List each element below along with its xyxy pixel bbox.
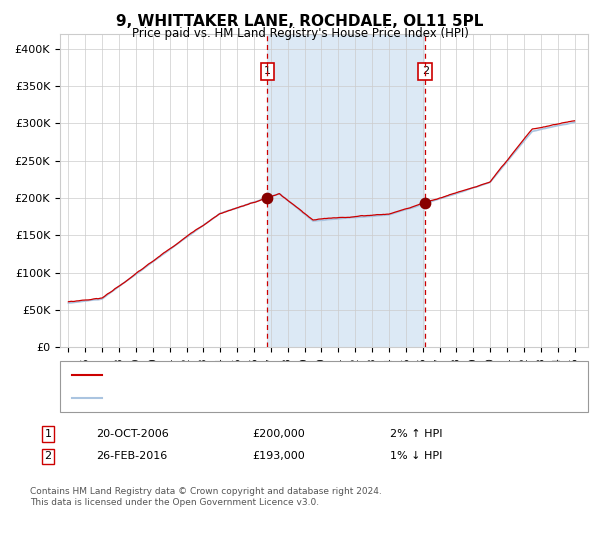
Text: 2: 2: [44, 451, 52, 461]
Text: Price paid vs. HM Land Registry's House Price Index (HPI): Price paid vs. HM Land Registry's House …: [131, 27, 469, 40]
Text: £200,000: £200,000: [252, 429, 305, 439]
Text: 9, WHITTAKER LANE, ROCHDALE, OL11 5PL: 9, WHITTAKER LANE, ROCHDALE, OL11 5PL: [116, 14, 484, 29]
Text: 20-OCT-2006: 20-OCT-2006: [96, 429, 169, 439]
Text: 1: 1: [44, 429, 52, 439]
Bar: [268, 34, 425, 347]
Point: [421, 199, 430, 208]
Text: £193,000: £193,000: [252, 451, 305, 461]
Text: 2: 2: [422, 66, 429, 76]
Text: 1% ↓ HPI: 1% ↓ HPI: [390, 451, 442, 461]
Text: HPI: Average price, detached house, Rochdale: HPI: Average price, detached house, Roch…: [111, 393, 352, 403]
Text: 1: 1: [264, 66, 271, 76]
Point: [263, 193, 272, 202]
Text: 26-FEB-2016: 26-FEB-2016: [96, 451, 167, 461]
Text: 9, WHITTAKER LANE, ROCHDALE, OL11 5PL (detached house): 9, WHITTAKER LANE, ROCHDALE, OL11 5PL (d…: [111, 370, 430, 380]
Text: 2% ↑ HPI: 2% ↑ HPI: [390, 429, 443, 439]
Text: Contains HM Land Registry data © Crown copyright and database right 2024.
This d: Contains HM Land Registry data © Crown c…: [30, 487, 382, 507]
